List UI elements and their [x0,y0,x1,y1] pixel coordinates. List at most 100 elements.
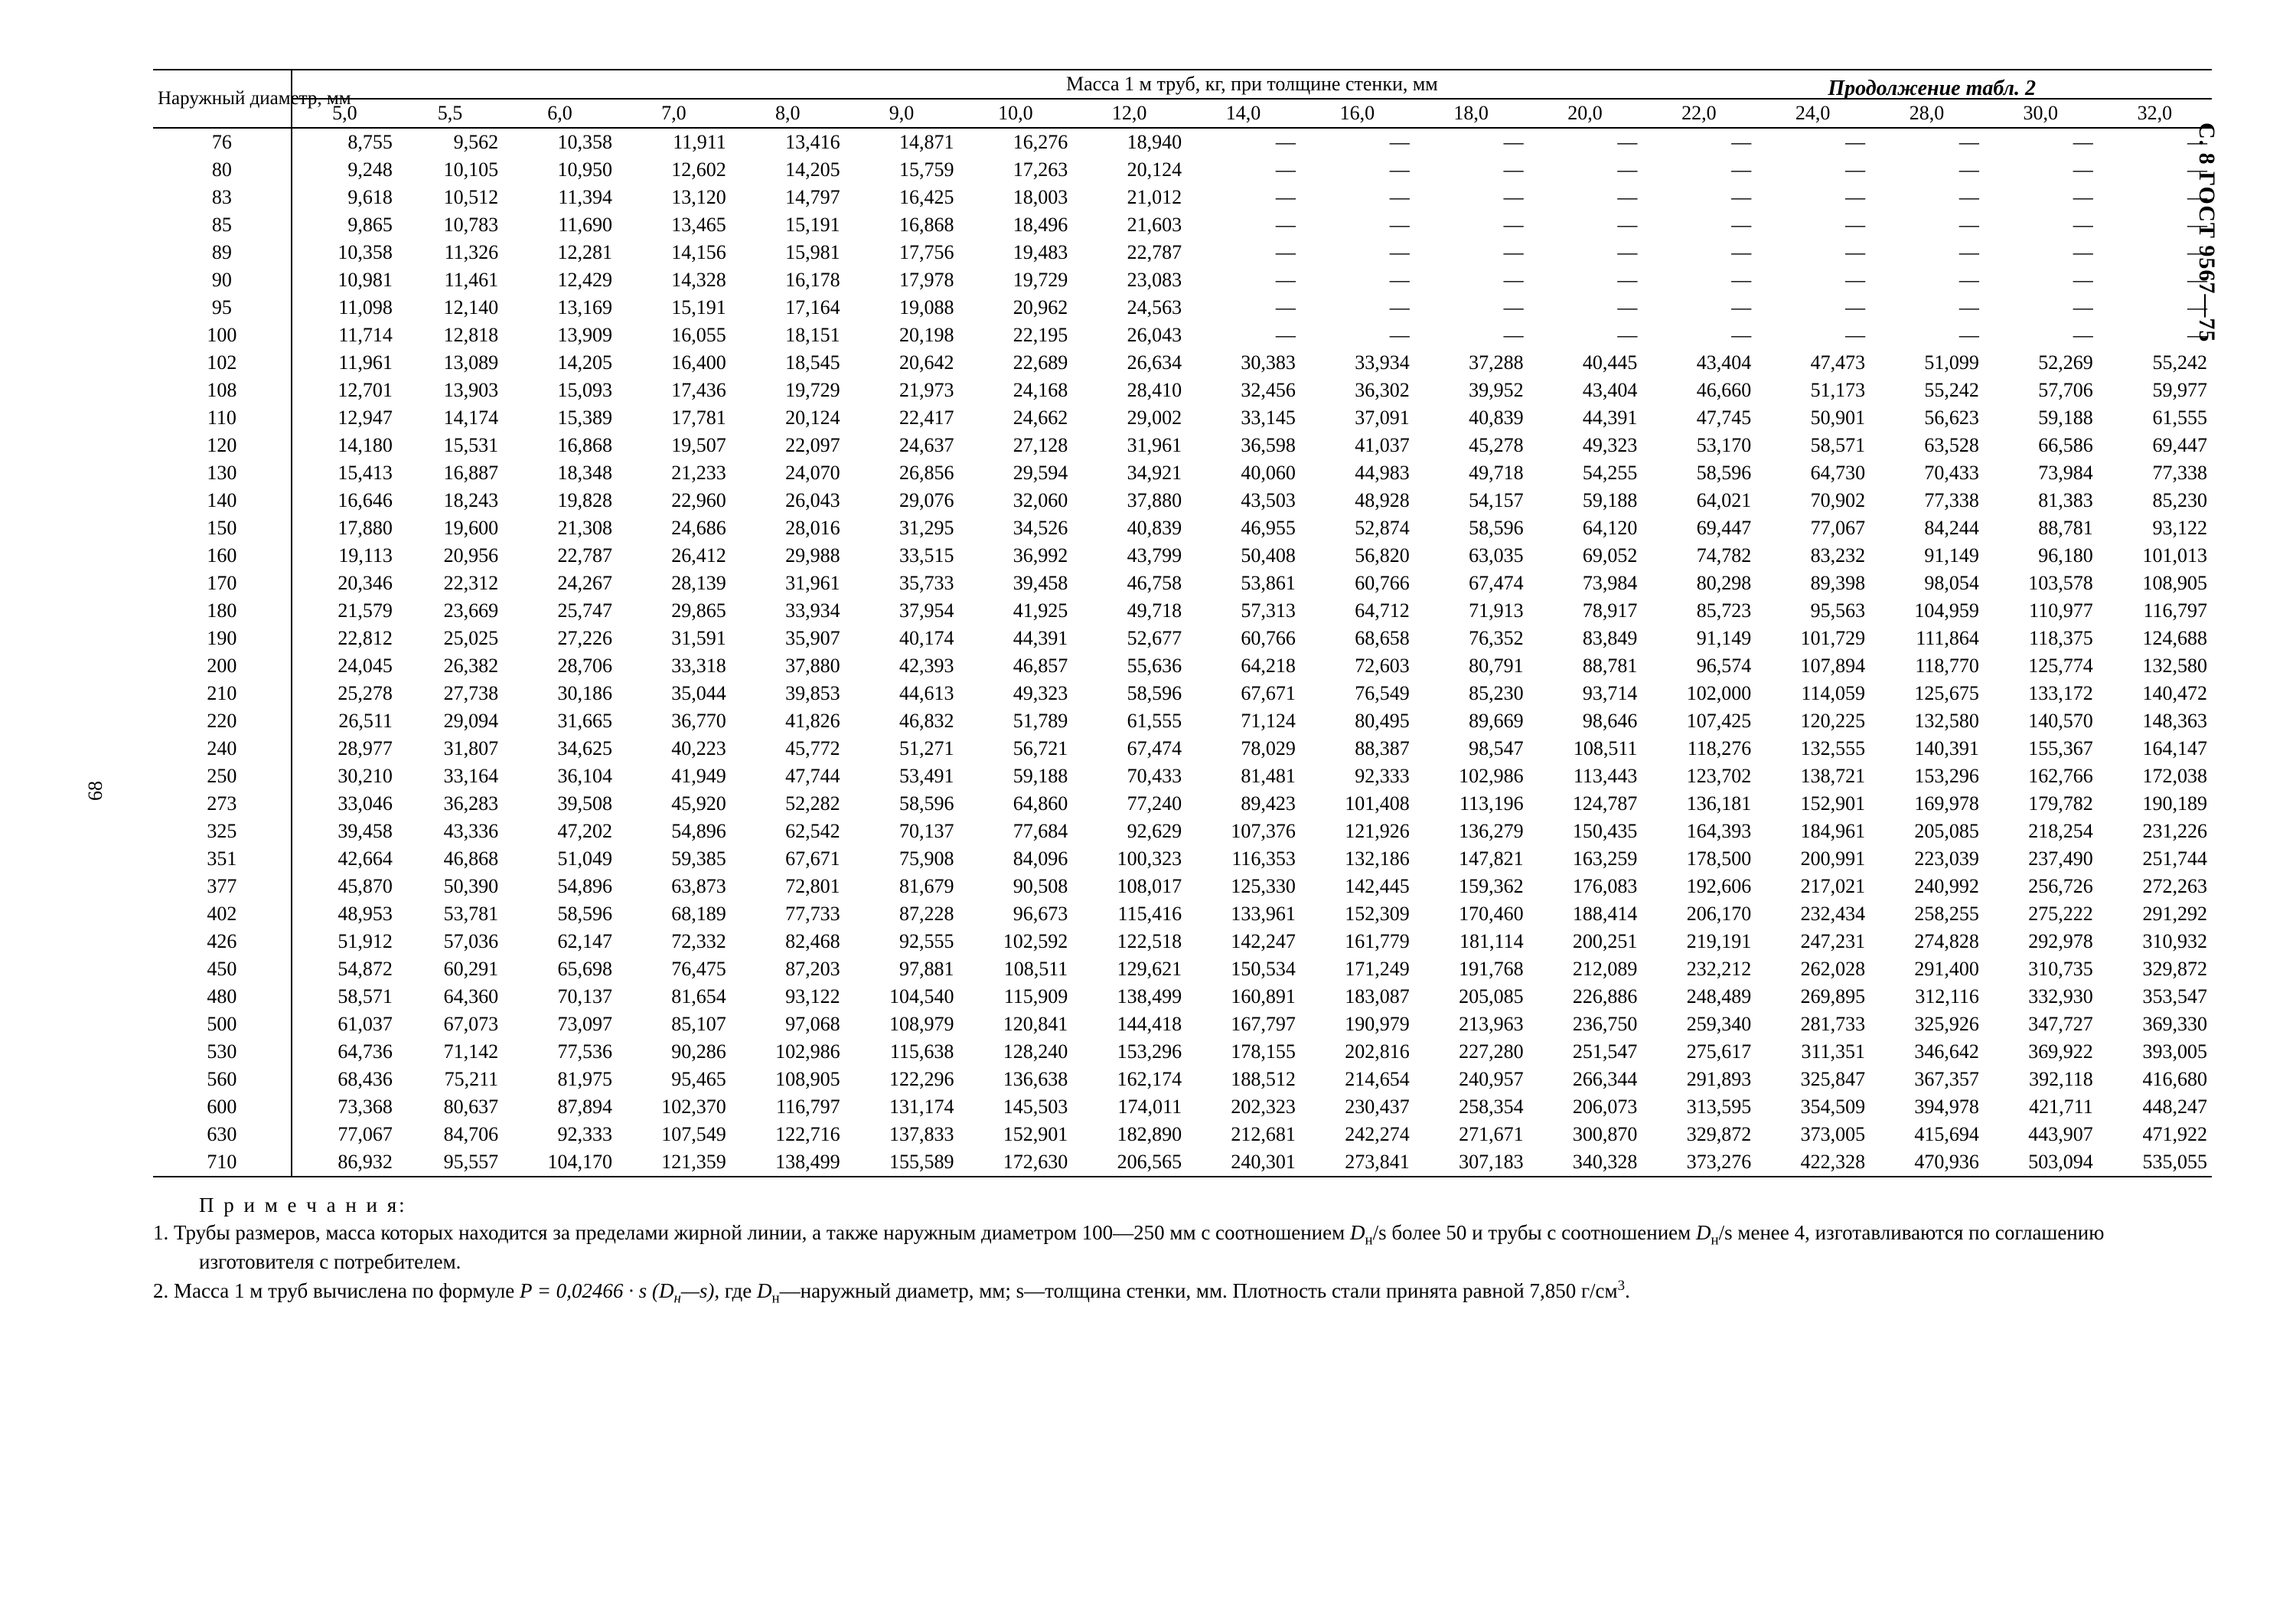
cell-mass: 60,291 [397,955,503,983]
cell-mass: 33,145 [1186,404,1300,432]
cell-mass: 31,295 [845,514,959,542]
cell-mass: 31,961 [731,570,845,597]
cell-mass: 87,203 [731,955,845,983]
cell-mass: 58,596 [503,900,617,928]
cell-mass: 77,536 [503,1038,617,1066]
cell-mass: — [1756,266,1870,294]
cell-mass: 63,528 [1870,432,1984,459]
cell-mass: 160,891 [1186,983,1300,1011]
cell-mass: — [1300,156,1414,184]
cell-mass: 347,727 [1984,1011,2098,1038]
cell-mass: 311,351 [1756,1038,1870,1066]
cell-mass: 21,973 [845,377,959,404]
cell-mass: 24,168 [958,377,1072,404]
cell-mass: 44,983 [1300,459,1414,487]
cell-mass: — [1528,211,1642,239]
cell-mass: 20,956 [397,542,503,570]
cell-mass: 19,729 [958,266,1072,294]
table-row: 12014,18015,53116,86819,50722,09724,6372… [153,432,2212,459]
cell-mass: 12,281 [503,239,617,266]
cell-mass: 422,328 [1756,1148,1870,1177]
cell-mass: — [1414,294,1528,322]
cell-mass: 300,870 [1528,1121,1642,1148]
cell-mass: 101,408 [1300,790,1414,818]
cell-mass: 172,038 [2098,763,2212,790]
cell-mass: 121,926 [1300,818,1414,845]
table-row: 10011,71412,81813,90916,05518,15120,1982… [153,322,2212,349]
cell-mass: 107,376 [1186,818,1300,845]
cell-mass: 256,726 [1984,873,2098,900]
cell-mass: 15,981 [731,239,845,266]
cell-mass: 291,292 [2098,900,2212,928]
cell-mass: 21,579 [292,597,397,625]
cell-mass: 16,868 [845,211,959,239]
cell-mass: 21,012 [1072,184,1186,211]
cell-mass: 132,186 [1300,845,1414,873]
cell-mass: — [1186,294,1300,322]
cell-mass: 57,706 [1984,377,2098,404]
cell-mass: 223,039 [1870,845,1984,873]
cell-mass: 152,309 [1300,900,1414,928]
cell-mass: 102,986 [1414,763,1528,790]
cell-mass: 247,231 [1756,928,1870,955]
cell-mass: 113,443 [1528,763,1642,790]
cell-mass: 115,416 [1072,900,1186,928]
cell-mass: 161,779 [1300,928,1414,955]
cell-mass: 69,447 [2098,432,2212,459]
cell-mass: 80,495 [1300,707,1414,735]
cell-mass: 58,571 [1756,432,1870,459]
cell-mass: 88,781 [1528,652,1642,680]
cell-mass: 85,230 [2098,487,2212,514]
cell-mass: 72,332 [617,928,731,955]
cell-mass: 13,120 [617,184,731,211]
cell-mass: 51,099 [1870,349,1984,377]
cell-mass: 85,107 [617,1011,731,1038]
cell-mass: 76,352 [1414,625,1528,652]
cell-mass: 10,105 [397,156,503,184]
cell-mass: 138,721 [1756,763,1870,790]
cell-mass: 24,637 [845,432,959,459]
cell-mass: — [1186,128,1300,156]
cell-mass: 24,045 [292,652,397,680]
cell-mass: 307,183 [1414,1148,1528,1177]
cell-mass: 155,367 [1984,735,2098,763]
cell-mass: 27,738 [397,680,503,707]
cell-mass: 272,263 [2098,873,2212,900]
cell-mass: 97,881 [845,955,959,983]
cell-mass: 30,186 [503,680,617,707]
cell-mass: 122,716 [731,1121,845,1148]
cell-diameter: 450 [153,955,292,983]
cell-mass: 14,328 [617,266,731,294]
cell-mass: — [1870,322,1984,349]
table-row: 35142,66446,86851,04959,38567,67175,9088… [153,845,2212,873]
cell-mass: 12,701 [292,377,397,404]
cell-mass: 64,860 [958,790,1072,818]
cell-mass: 132,580 [1870,707,1984,735]
cell-mass: 178,500 [1642,845,1756,873]
table-row: 63077,06784,70692,333107,549122,716137,8… [153,1121,2212,1148]
cell-mass: 108,905 [2098,570,2212,597]
cell-mass: 76,475 [617,955,731,983]
cell-mass: 45,772 [731,735,845,763]
cell-mass: 9,248 [292,156,397,184]
cell-mass: 13,169 [503,294,617,322]
cell-mass: 22,812 [292,625,397,652]
cell-diameter: 377 [153,873,292,900]
cell-mass: 45,870 [292,873,397,900]
cell-mass: 87,228 [845,900,959,928]
cell-mass: 120,841 [958,1011,1072,1038]
cell-mass: 84,244 [1870,514,1984,542]
cell-mass: 58,596 [1642,459,1756,487]
cell-mass: 49,323 [1528,432,1642,459]
cell-mass: — [1984,184,2098,211]
cell-mass: — [1870,294,1984,322]
cell-mass: 18,545 [731,349,845,377]
cell-mass: 43,404 [1528,377,1642,404]
col-header-thickness: 24,0 [1756,99,1870,128]
cell-mass: 85,230 [1414,680,1528,707]
cell-mass: 369,330 [2098,1011,2212,1038]
continuation-label: Продолжение табл. 2 [1828,77,2036,101]
cell-mass: — [1642,156,1756,184]
cell-mass: — [1186,156,1300,184]
cell-mass: 52,677 [1072,625,1186,652]
